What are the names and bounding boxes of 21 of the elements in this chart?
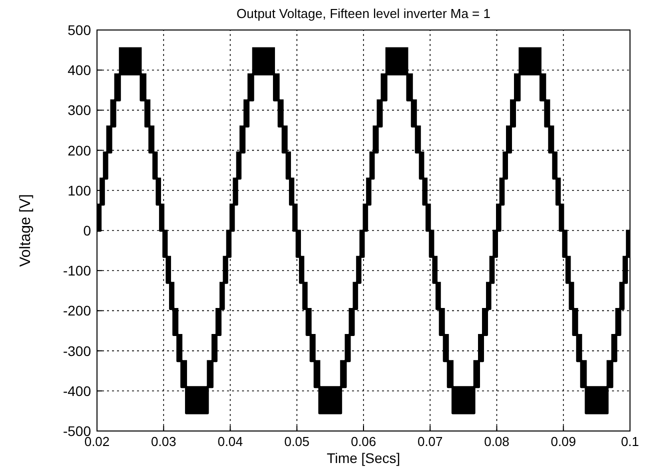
chart-title: Output Voltage, Fifteen level inverter Ma = 1 [236, 6, 491, 21]
x-tick-label: 0.05 [284, 434, 310, 449]
y-tick-label: -300 [62, 342, 92, 359]
y-tick-label: 200 [68, 142, 92, 158]
x-tick-label: 0.04 [218, 434, 243, 449]
y-tick-label: -400 [62, 382, 92, 399]
y-tick-label: -200 [62, 302, 92, 319]
x-tick-label: 0.1 [620, 434, 640, 449]
x-tick-label: 0.09 [550, 434, 576, 449]
y-tick-label: 400 [68, 62, 92, 78]
x-tick-label: 0.03 [150, 434, 176, 449]
y-tick-label: -100 [62, 262, 92, 279]
y-tick-label: 0 [83, 222, 92, 238]
x-axis-title: Time [Secs] [326, 450, 400, 466]
x-tick-label: 0.06 [350, 434, 376, 449]
x-tick-label: 0.07 [417, 434, 443, 449]
y-axis-title: Voltage [V] [17, 194, 34, 267]
y-tick-label: 100 [68, 182, 92, 198]
y-tick-label: 500 [68, 22, 92, 38]
y-tick-label: 300 [68, 102, 92, 118]
x-tick-label: 0.08 [484, 434, 510, 449]
